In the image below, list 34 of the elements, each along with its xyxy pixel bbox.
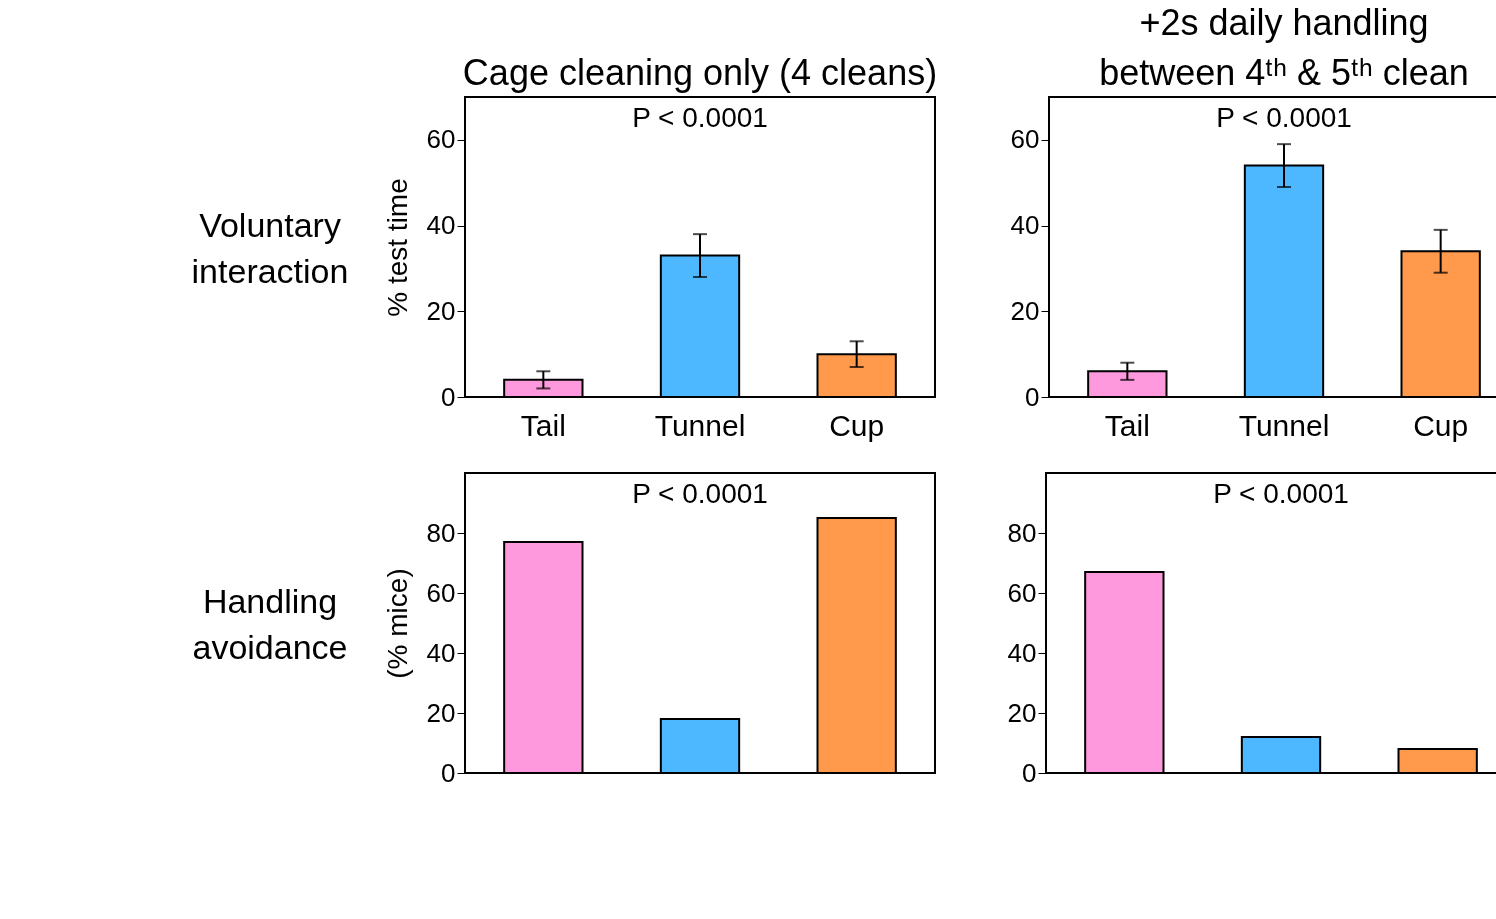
x-tick-label: Cup (829, 408, 885, 442)
annotation: P < 0.0001 (1216, 102, 1352, 133)
x-tick-label: Tunnel (1238, 408, 1330, 442)
y-tick-label: 60 (426, 577, 456, 608)
chart-title: Cage cleaning only (4 cleans) (462, 52, 938, 93)
y-tick-label: 60 (1010, 124, 1040, 155)
y-tick-label: 40 (1010, 210, 1040, 241)
y-tick-label: 0 (1025, 381, 1040, 412)
y-tick-label: 20 (426, 697, 456, 728)
y-tick-label: 0 (441, 381, 456, 412)
y-tick-label: 0 (441, 757, 456, 788)
x-tick-label: Tunnel (654, 408, 746, 442)
y-tick-label: 20 (426, 295, 456, 326)
x-tick-label: Tail (1104, 408, 1150, 442)
text: Voluntary interaction (191, 206, 349, 290)
y-axis-title: % test time (381, 178, 413, 317)
y-tick-label: 40 (1007, 637, 1037, 668)
y-tick-label: 20 (1007, 697, 1037, 728)
text: Handling avoidance (192, 582, 348, 666)
x-tick-label: Tail (520, 408, 566, 442)
y-tick-label: 60 (426, 124, 456, 155)
y-axis-title: (% mice) (381, 568, 413, 679)
annotation: P < 0.0001 (632, 478, 768, 509)
chart-title: +2s daily handling between 4ᵗʰ & 5ᵗʰ clean (1099, 2, 1469, 93)
y-tick-label: 40 (426, 210, 456, 241)
y-tick-label: 60 (1007, 577, 1037, 608)
annotation: P < 0.0001 (632, 102, 768, 133)
annotation: P < 0.0001 (1213, 478, 1349, 509)
x-tick-label: Cup (1413, 408, 1469, 442)
y-tick-label: 0 (1022, 757, 1037, 788)
y-tick-label: 80 (426, 517, 456, 548)
y-tick-label: 80 (1007, 517, 1037, 548)
y-tick-label: 40 (426, 637, 456, 668)
y-tick-label: 20 (1010, 295, 1040, 326)
